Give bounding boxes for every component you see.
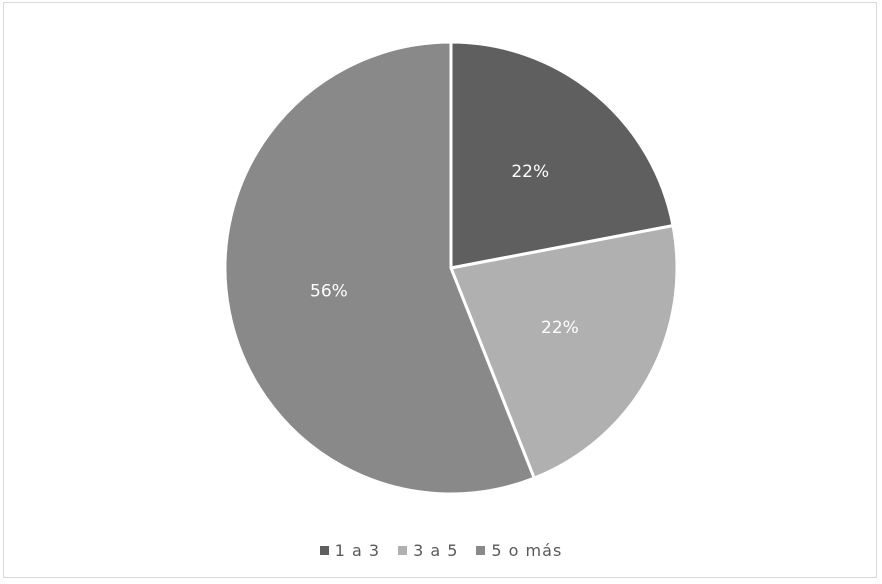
- legend-entry-5-o-mas: 5 o más: [476, 541, 562, 560]
- data-label-3-a-5: 22%: [541, 318, 579, 338]
- legend: 1 a 3 3 a 5 5 o más: [0, 541, 882, 560]
- legend-entry-1-a-3: 1 a 3: [319, 541, 381, 560]
- data-label-1-a-3: 22%: [511, 162, 549, 182]
- legend-swatch-1-a-3: [319, 546, 329, 555]
- pie-slice-3-a-5: [449, 224, 679, 480]
- legend-label-1-a-3: 1 a 3: [334, 541, 381, 560]
- legend-label-5-o-mas: 5 o más: [491, 541, 563, 560]
- legend-swatch-3-a-5: [398, 546, 408, 555]
- legend-label-3-a-5: 3 a 5: [413, 541, 459, 560]
- pie-slice-1-a-3: [449, 40, 675, 270]
- data-label-5-o-mas: 56%: [310, 281, 348, 301]
- legend-swatch-5-o-mas: [476, 546, 486, 555]
- pie-slice-5-o-mas: [223, 40, 536, 496]
- legend-entry-3-a-5: 3 a 5: [398, 541, 458, 560]
